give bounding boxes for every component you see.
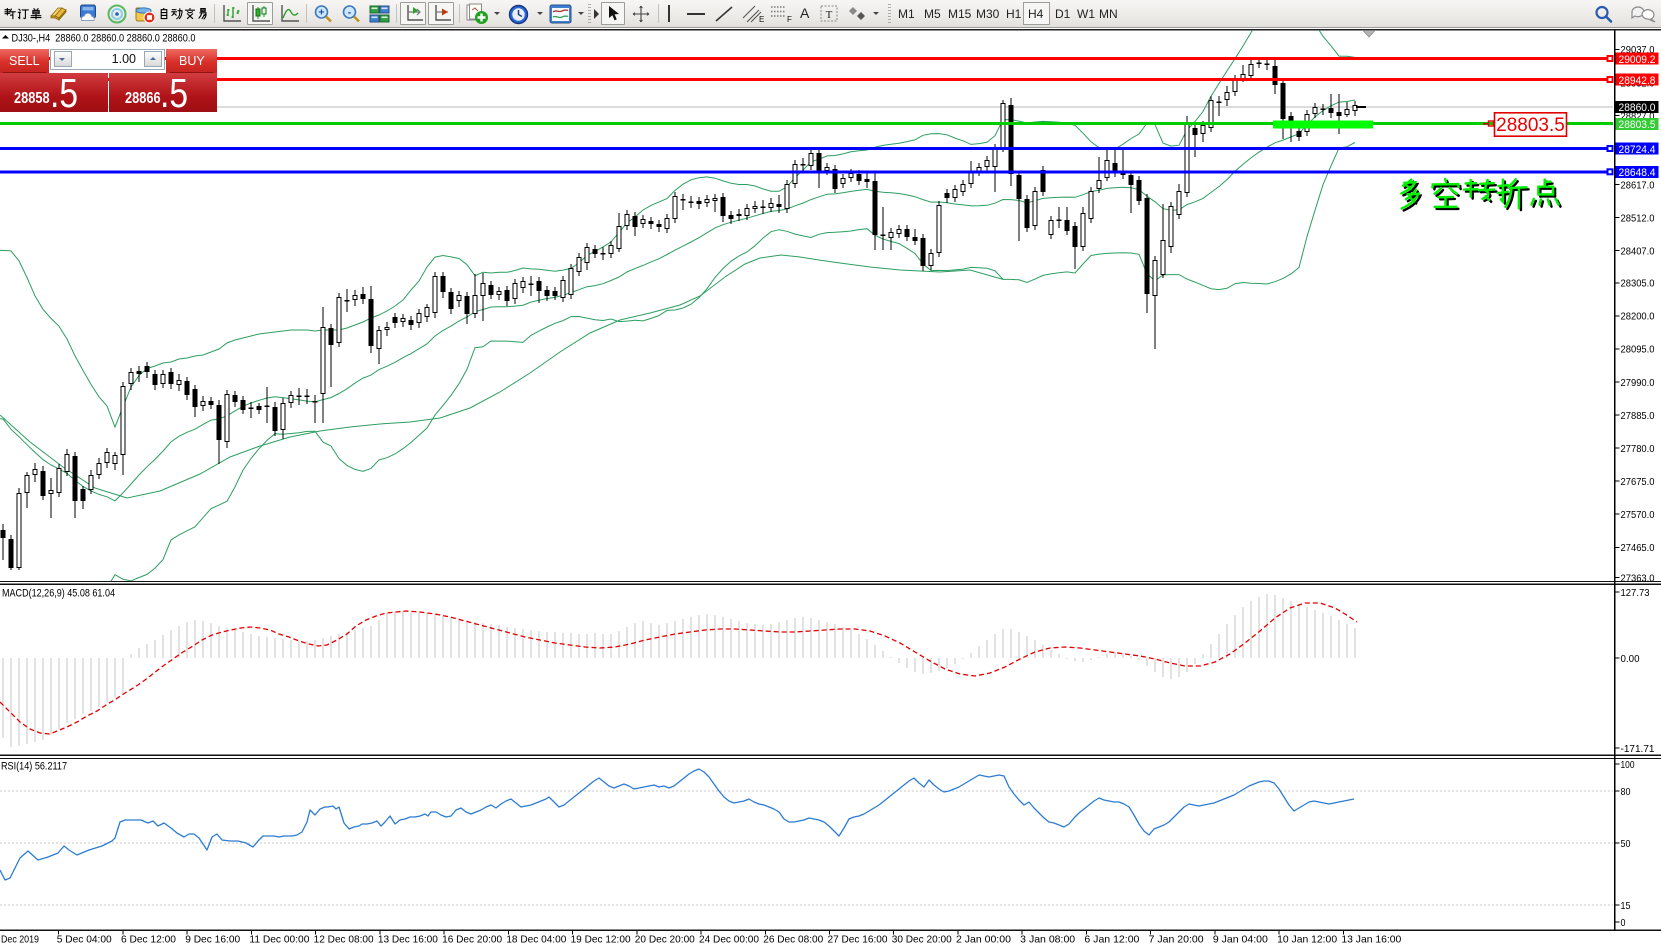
svg-text:10 Jan 12:00: 10 Jan 12:00 <box>1277 934 1337 946</box>
svg-text:27570.0: 27570.0 <box>1621 509 1655 521</box>
svg-text:7 Jan 20:00: 7 Jan 20:00 <box>1149 934 1204 946</box>
svg-text:MACD(12,26,9) 45.08 61.04: MACD(12,26,9) 45.08 61.04 <box>2 588 115 600</box>
svg-text:3 Jan 08:00: 3 Jan 08:00 <box>1020 934 1075 946</box>
svg-text:27990.0: 27990.0 <box>1621 377 1655 389</box>
svg-text:28648.4: 28648.4 <box>1619 167 1656 179</box>
svg-text:28860.0: 28860.0 <box>1619 102 1656 114</box>
svg-text:28724.4: 28724.4 <box>1619 144 1656 156</box>
svg-text:27675.0: 27675.0 <box>1621 476 1655 488</box>
svg-text:13 Jan 16:00: 13 Jan 16:00 <box>1341 934 1401 946</box>
svg-text:9 Jan 04:00: 9 Jan 04:00 <box>1213 934 1268 946</box>
svg-text:11 Dec 00:00: 11 Dec 00:00 <box>249 934 309 946</box>
svg-text:DJ30-,H4 28860.0 28860.0 2886: DJ30-,H4 28860.0 28860.0 28860.0 28860.0 <box>12 33 196 45</box>
svg-text:50: 50 <box>1621 838 1631 850</box>
svg-text:28305.0: 28305.0 <box>1621 278 1655 290</box>
svg-text:28803.5: 28803.5 <box>1496 115 1565 136</box>
svg-text:80: 80 <box>1621 786 1631 798</box>
svg-text:27780.0: 27780.0 <box>1621 443 1655 455</box>
svg-text:24 Dec 00:00: 24 Dec 00:00 <box>699 934 759 946</box>
svg-text:26 Dec 08:00: 26 Dec 08:00 <box>763 934 823 946</box>
svg-text:27363.0: 27363.0 <box>1621 572 1655 584</box>
svg-text:T: T <box>826 9 833 21</box>
svg-text:20 Dec 20:00: 20 Dec 20:00 <box>635 934 695 946</box>
svg-text:12 Dec 08:00: 12 Dec 08:00 <box>314 934 374 946</box>
svg-text:27465.0: 27465.0 <box>1621 542 1655 554</box>
svg-text:29009.2: 29009.2 <box>1619 54 1656 66</box>
svg-text:6 Jan 12:00: 6 Jan 12:00 <box>1084 934 1139 946</box>
svg-text:28617.0: 28617.0 <box>1621 179 1655 191</box>
svg-text:0: 0 <box>1621 917 1626 929</box>
svg-text:28200.0: 28200.0 <box>1621 311 1655 323</box>
svg-text:100: 100 <box>1621 759 1635 771</box>
svg-text:5 Dec 04:00: 5 Dec 04:00 <box>57 934 112 946</box>
svg-text:-: - <box>348 6 352 18</box>
svg-text:9 Dec 16:00: 9 Dec 16:00 <box>185 934 240 946</box>
svg-text:+: + <box>318 6 324 18</box>
svg-text:15: 15 <box>1621 900 1631 912</box>
svg-text:18 Dec 04:00: 18 Dec 04:00 <box>506 934 566 946</box>
svg-text:28512.0: 28512.0 <box>1621 212 1655 224</box>
svg-text:127.73: 127.73 <box>1621 587 1650 599</box>
svg-text:28407.0: 28407.0 <box>1621 245 1655 257</box>
svg-text:28095.0: 28095.0 <box>1621 344 1655 356</box>
svg-text:0.00: 0.00 <box>1621 653 1640 665</box>
svg-text:30 Dec 20:00: 30 Dec 20:00 <box>892 934 952 946</box>
svg-text:27 Dec 16:00: 27 Dec 16:00 <box>827 934 887 946</box>
svg-text:16 Dec 20:00: 16 Dec 20:00 <box>442 934 502 946</box>
svg-text:F: F <box>787 15 792 24</box>
svg-text:28803.5: 28803.5 <box>1619 119 1656 131</box>
svg-text:E: E <box>759 15 764 24</box>
svg-text:13 Dec 16:00: 13 Dec 16:00 <box>378 934 438 946</box>
svg-text:6 Dec 12:00: 6 Dec 12:00 <box>121 934 176 946</box>
svg-text:Dec 2019: Dec 2019 <box>1 934 39 946</box>
svg-text:RSI(14) 56.2117: RSI(14) 56.2117 <box>1 761 67 773</box>
svg-text:2 Jan 00:00: 2 Jan 00:00 <box>956 934 1011 946</box>
svg-text:27885.0: 27885.0 <box>1621 410 1655 422</box>
svg-text:28942.8: 28942.8 <box>1619 75 1656 87</box>
svg-text:19 Dec 12:00: 19 Dec 12:00 <box>571 934 631 946</box>
svg-text:-171.71: -171.71 <box>1621 743 1655 755</box>
